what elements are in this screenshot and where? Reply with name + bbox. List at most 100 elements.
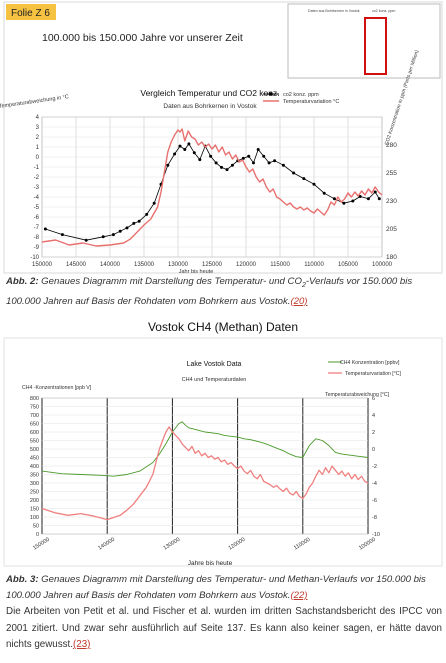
figure2-caption: Abb. 3: Genaues Diagramm mit Darstellung… bbox=[6, 572, 440, 604]
chart1-plot-area: 150000 145000 140000 135000 130000 125000 1200… bbox=[30, 115, 397, 268]
y-tick-label: 100 bbox=[30, 515, 39, 521]
series-point-1 bbox=[118, 229, 122, 233]
y-tick-label: 0 bbox=[36, 532, 39, 538]
y-tick-label: 3 bbox=[36, 125, 40, 131]
y2-tick-label: 0 bbox=[372, 447, 375, 453]
series-point-1 bbox=[183, 148, 187, 151]
series-point-1 bbox=[373, 190, 377, 194]
series-line-2 bbox=[41, 128, 383, 247]
y-tick-label: -8 bbox=[34, 235, 40, 241]
y2-tick-label: 255 bbox=[386, 170, 397, 177]
y-tick-label: 1 bbox=[36, 145, 40, 151]
series-point-1 bbox=[366, 197, 370, 201]
y-tick-label: -10 bbox=[30, 255, 39, 261]
series-point-1 bbox=[281, 163, 285, 167]
y-tick-label: 300 bbox=[30, 481, 39, 487]
figure1-caption-text-after: -Verlaufs vor 150.000 bis 100.000 Jahren… bbox=[6, 276, 413, 307]
series-point-1 bbox=[209, 154, 213, 158]
inset-legend-co2: co2 konz. ppm bbox=[372, 9, 395, 13]
legend2-ch4-label: CH4 Konzentration [ppbv] bbox=[340, 360, 400, 366]
series-point-1 bbox=[111, 233, 115, 237]
series-point-1 bbox=[178, 144, 182, 148]
chart1-title: Vergleich Temperatur und CO2 konz. bbox=[140, 88, 279, 98]
y2-tick-label: 2 bbox=[372, 430, 375, 436]
series-point-1 bbox=[187, 142, 191, 146]
y2-tick-label: 230 bbox=[386, 198, 397, 205]
series-point-1 bbox=[351, 199, 355, 203]
y-tick-label: 200 bbox=[30, 498, 39, 504]
chart2-subtitle: CH4 und Temperaturdaten bbox=[182, 377, 247, 383]
y-tick-label: 0 bbox=[36, 155, 40, 161]
series-point-1 bbox=[198, 158, 202, 162]
x-tick-label: 110000 bbox=[304, 262, 324, 268]
x-tick-label: 105000 bbox=[338, 262, 359, 268]
series-point-1 bbox=[132, 221, 136, 225]
y-tick-label: 800 bbox=[30, 396, 39, 402]
chart1-legend: co2 konz. ppm Temperaturvariation °C bbox=[263, 92, 339, 105]
series-point-1 bbox=[192, 151, 196, 155]
inset-legend-data: Daten aus Bohrkernen in Vostok bbox=[308, 9, 360, 13]
y-tick-label: 50 bbox=[33, 524, 39, 530]
y-tick-label: -9 bbox=[34, 245, 40, 251]
series-point-1 bbox=[332, 197, 336, 201]
series-point-1 bbox=[262, 154, 266, 158]
slide-badge bbox=[6, 4, 56, 20]
series-point-1 bbox=[43, 227, 47, 231]
series-point-1 bbox=[145, 212, 149, 216]
y-tick-label: 550 bbox=[30, 439, 39, 445]
figure2-caption-ref-link[interactable]: (22) bbox=[290, 590, 308, 601]
chart2-title: Lake Vostok Data bbox=[187, 361, 242, 368]
y-tick-label: 150 bbox=[30, 507, 39, 513]
x-tick-label: 120000 bbox=[236, 262, 257, 268]
y-tick-label: 350 bbox=[30, 473, 39, 479]
slide-badge-label: Folie Z 6 bbox=[11, 8, 50, 19]
series-point-1 bbox=[312, 182, 316, 186]
y-tick-label: 2 bbox=[36, 135, 40, 141]
y-tick-label: -3 bbox=[34, 185, 40, 191]
y-tick-label: 4 bbox=[36, 115, 40, 121]
series-point-1 bbox=[230, 163, 234, 167]
figure1-caption-label: Abb. 2: bbox=[6, 276, 39, 287]
figure1-caption: Abb. 2: Genaues Diagramm mit Darstellung… bbox=[6, 274, 440, 310]
series-point-1 bbox=[137, 219, 141, 223]
y2-tick-label: -4 bbox=[372, 481, 377, 487]
series-point-1 bbox=[225, 168, 229, 172]
chart2-legend: CH4 Konzentration [ppbv] Temperaturvaria… bbox=[328, 360, 402, 377]
series-point-1 bbox=[152, 201, 156, 205]
y-tick-label: 700 bbox=[30, 413, 39, 419]
chart1-x-axis-label: Jahr bis heute bbox=[179, 269, 214, 275]
y-tick-label: 650 bbox=[30, 422, 39, 428]
figure1-caption-sub: 2 bbox=[301, 281, 306, 289]
figure2-chart: Lake Vostok Data CH4 und Temperaturdaten… bbox=[3, 337, 443, 567]
y2-tick-label: -8 bbox=[372, 515, 377, 521]
series-point-1 bbox=[60, 233, 64, 237]
series-point-1 bbox=[358, 195, 362, 198]
y-tick-label: 600 bbox=[30, 430, 39, 436]
series-point-1 bbox=[377, 197, 381, 201]
figure1-chart: Folie Z 6 100.000 bis 150.000 Jahre vor … bbox=[0, 1, 443, 275]
legend1-co2-label: co2 konz. ppm bbox=[283, 92, 319, 98]
series-point-1 bbox=[247, 154, 251, 158]
figure2-caption-text: Genaues Diagramm mit Darstellung des Tem… bbox=[6, 574, 426, 601]
x-tick-label: 130000 bbox=[168, 262, 189, 268]
series-point-1 bbox=[342, 201, 346, 205]
series-point-1 bbox=[267, 161, 271, 165]
series-point-1 bbox=[125, 226, 129, 230]
legend1-temp-label: Temperaturvariation °C bbox=[283, 99, 339, 105]
y-tick-label: -6 bbox=[34, 215, 40, 221]
y-tick-label: 400 bbox=[30, 464, 39, 470]
body-paragraph-ref-link[interactable]: (23) bbox=[72, 639, 91, 650]
y-tick-label: -4 bbox=[34, 195, 40, 201]
chart2-x-axis-label: Jahre bis heute bbox=[188, 560, 233, 567]
body-paragraph-text: Die Arbeiten von Petit et al. und Fische… bbox=[6, 606, 442, 650]
y-tick-label: 500 bbox=[30, 447, 39, 453]
x-tick-label: 145000 bbox=[66, 262, 87, 268]
y2-tick-label: -6 bbox=[372, 498, 377, 504]
y2-tick-label: 180 bbox=[386, 254, 397, 261]
figure1-headline: 100.000 bis 150.000 Jahre vor unserer Ze… bbox=[42, 32, 243, 44]
body-paragraph: Die Arbeiten von Petit et al. und Fische… bbox=[6, 604, 442, 654]
y-tick-label: 750 bbox=[30, 405, 39, 411]
figure1-caption-ref-link[interactable]: (20) bbox=[290, 295, 308, 307]
x-tick-label: 115000 bbox=[270, 262, 290, 268]
y-tick-label: -1 bbox=[34, 165, 40, 171]
